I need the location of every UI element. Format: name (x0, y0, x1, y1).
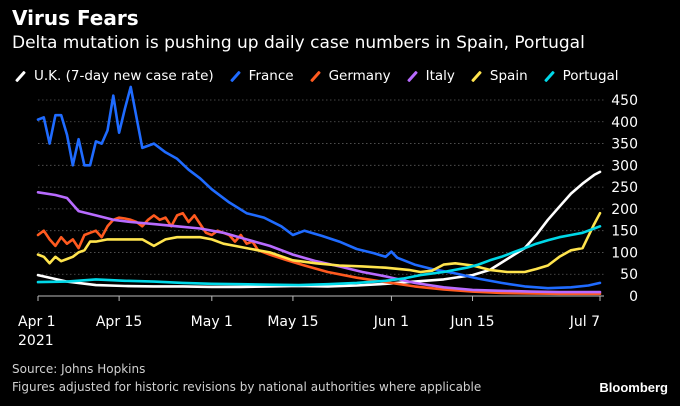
series-line-uk (36, 170, 602, 289)
chart-legend: U.K. (7-day new case rate) France Germany I… (14, 68, 634, 84)
legend-item: Portugal (543, 68, 619, 84)
legend-item: France (229, 68, 294, 84)
y-tick-label: 350 (611, 137, 638, 153)
series-line-italy (36, 191, 602, 294)
series-line-germany (36, 211, 602, 296)
chart-title: Virus Fears (12, 6, 139, 30)
legend-label: Spain (489, 68, 528, 84)
x-tick-label: Jun 15 (449, 314, 494, 330)
y-tick-label: 250 (611, 180, 638, 196)
legend-label: France (248, 68, 294, 84)
source-note: Source: Johns Hopkins (12, 362, 146, 376)
series-line-france (36, 85, 602, 290)
series-lines (36, 85, 602, 296)
y-tick-label: 300 (611, 158, 638, 174)
x-year-label: 2021 (18, 333, 54, 349)
x-tick-label: Jun 1 (373, 314, 409, 330)
x-tick-label: Apr 15 (96, 314, 142, 330)
y-tick-label: 50 (620, 267, 638, 283)
legend-item: Spain (470, 68, 528, 84)
x-tick-label: Apr 1 (18, 314, 56, 330)
series-line-portugal (36, 225, 602, 287)
line-chart: 0 50 100 150 200 250 300 350 400 450 Apr 1 Apr 15 M… (18, 85, 638, 349)
y-tick-label: 150 (611, 224, 638, 240)
x-tick-label: May 15 (267, 314, 318, 330)
y-tick-label: 450 (611, 93, 638, 109)
x-axis: Apr 1 Apr 15 May 1 May 15 Jun 1 Jun 15 Jul 7 20… (18, 296, 601, 349)
legend-item: Germany (309, 68, 391, 84)
x-tick-label: Jul 7 (569, 314, 600, 330)
legend-label: Portugal (562, 68, 619, 84)
legend-label: U.K. (7-day new case rate) (34, 68, 214, 84)
y-tick-label: 200 (611, 202, 638, 218)
y-tick-label: 100 (611, 245, 638, 261)
y-axis-ticks: 0 50 100 150 200 250 300 350 400 450 (611, 93, 638, 305)
bloomberg-logo: Bloomberg (599, 380, 668, 395)
footnote: Figures adjusted for historic revisions … (12, 380, 482, 394)
y-tick-label: 400 (611, 115, 638, 131)
legend-label: Germany (328, 68, 391, 84)
legend-label: Italy (425, 68, 455, 84)
series-line-spain (36, 211, 602, 274)
legend-item: Italy (406, 68, 455, 84)
y-tick-label: 0 (629, 289, 638, 305)
x-tick-label: May 1 (191, 314, 233, 330)
chart-subtitle: Delta mutation is pushing up daily case … (12, 33, 585, 53)
legend-item: U.K. (7-day new case rate) (14, 68, 214, 84)
gridlines (38, 99, 604, 297)
